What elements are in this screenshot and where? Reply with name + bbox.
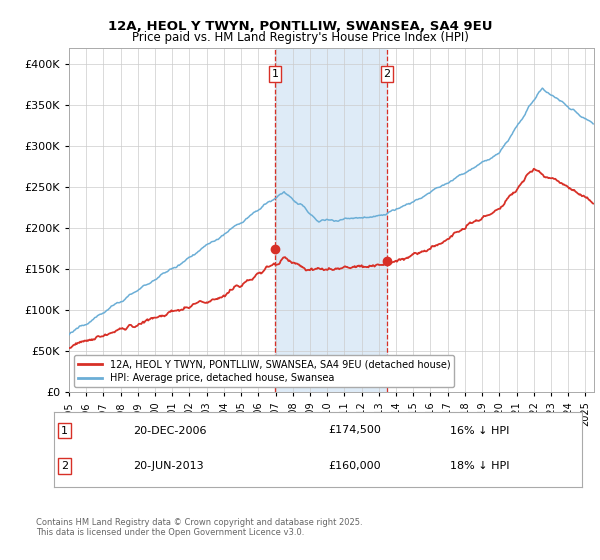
Text: 16% ↓ HPI: 16% ↓ HPI xyxy=(450,426,509,436)
Text: 2: 2 xyxy=(61,461,68,471)
Text: £174,500: £174,500 xyxy=(329,426,382,436)
Text: 1: 1 xyxy=(272,69,278,79)
Text: £160,000: £160,000 xyxy=(329,461,381,471)
Text: 20-DEC-2006: 20-DEC-2006 xyxy=(133,426,206,436)
Legend: 12A, HEOL Y TWYN, PONTLLIW, SWANSEA, SA4 9EU (detached house), HPI: Average pric: 12A, HEOL Y TWYN, PONTLLIW, SWANSEA, SA4… xyxy=(74,356,454,387)
Text: 20-JUN-2013: 20-JUN-2013 xyxy=(133,461,204,471)
Text: 12A, HEOL Y TWYN, PONTLLIW, SWANSEA, SA4 9EU: 12A, HEOL Y TWYN, PONTLLIW, SWANSEA, SA4… xyxy=(108,20,492,32)
Text: 18% ↓ HPI: 18% ↓ HPI xyxy=(450,461,509,471)
Text: 1: 1 xyxy=(61,426,68,436)
Text: 2: 2 xyxy=(383,69,391,79)
Text: Contains HM Land Registry data © Crown copyright and database right 2025.
This d: Contains HM Land Registry data © Crown c… xyxy=(36,518,362,538)
Bar xyxy=(275,48,387,392)
Text: Price paid vs. HM Land Registry's House Price Index (HPI): Price paid vs. HM Land Registry's House … xyxy=(131,31,469,44)
